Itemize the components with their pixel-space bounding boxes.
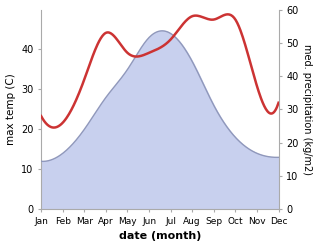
X-axis label: date (month): date (month): [119, 231, 201, 242]
Y-axis label: med. precipitation (kg/m2): med. precipitation (kg/m2): [302, 44, 313, 175]
Y-axis label: max temp (C): max temp (C): [5, 74, 16, 145]
